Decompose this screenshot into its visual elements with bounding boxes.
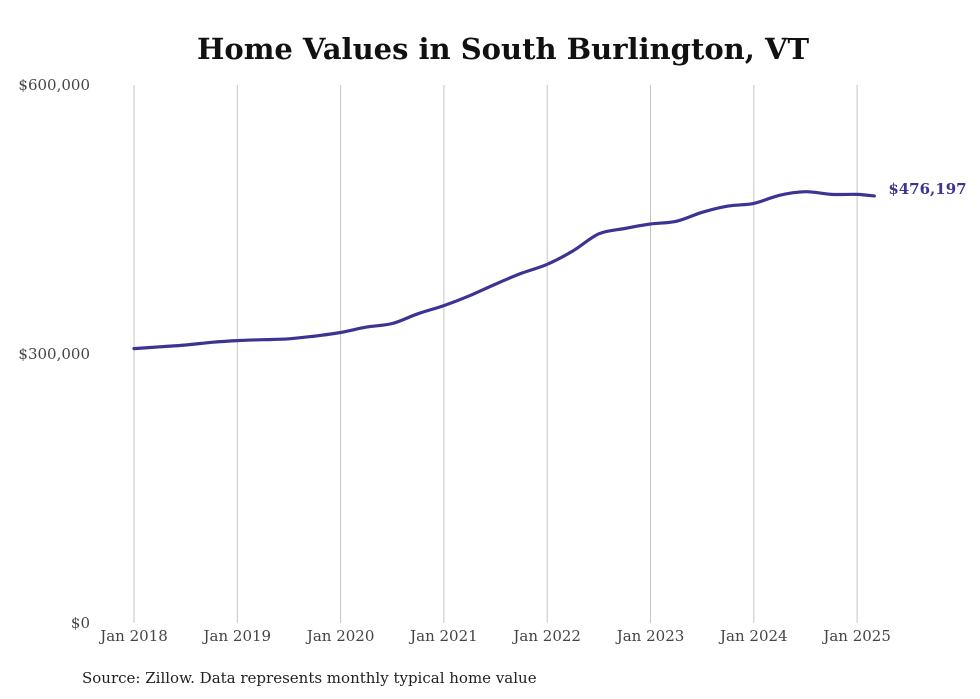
y-tick-label: $0 xyxy=(71,614,90,632)
source-note: Source: Zillow. Data represents monthly … xyxy=(82,669,537,687)
x-tick-label: Jan 2023 xyxy=(615,627,685,645)
x-axis: Jan 2018 Jan 2019 Jan 2020 Jan 2021 Jan 2022… xyxy=(98,627,891,645)
x-tick-label: Jan 2022 xyxy=(511,627,581,645)
y-axis: $0 $300,000 $600,000 xyxy=(18,76,90,632)
end-value-label: $476,197 xyxy=(888,180,966,198)
y-tick-label: $600,000 xyxy=(18,76,90,94)
x-tick-label: Jan 2025 xyxy=(821,627,891,645)
series-line xyxy=(132,190,876,351)
series-layer: $476,197 xyxy=(132,180,967,351)
y-tick-label: $300,000 xyxy=(18,345,90,363)
x-tick-label: Jan 2020 xyxy=(305,627,375,645)
chart-title: Home Values in South Burlington, VT xyxy=(197,32,810,66)
gridlines xyxy=(133,85,858,623)
x-tick-label: Jan 2021 xyxy=(408,627,478,645)
x-tick-label: Jan 2024 xyxy=(718,627,788,645)
x-tick-label: Jan 2018 xyxy=(98,627,168,645)
x-tick-label: Jan 2019 xyxy=(202,627,272,645)
